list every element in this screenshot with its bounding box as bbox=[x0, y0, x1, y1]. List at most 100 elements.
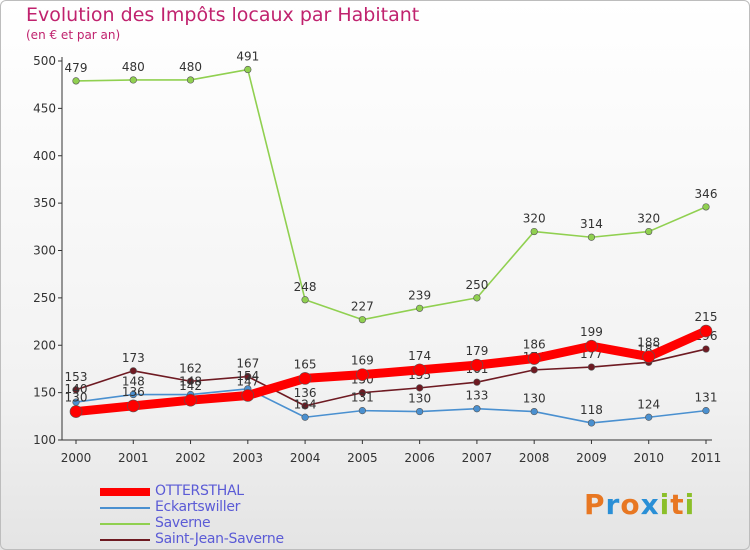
data-point-saverne bbox=[301, 296, 309, 304]
proxiti-logo: Proxiti bbox=[584, 488, 695, 521]
data-label-ottersthal: 199 bbox=[580, 325, 603, 339]
y-tick-label: 100 bbox=[33, 433, 56, 447]
y-tick-label: 250 bbox=[33, 291, 56, 305]
data-label-saverne: 491 bbox=[236, 50, 259, 64]
logo-letter: o bbox=[620, 488, 641, 521]
chart-legend: OTTERSTHAL Eckartswiller Saverne Saint-Jean… bbox=[100, 483, 360, 548]
x-tick-label: 2003 bbox=[233, 451, 264, 465]
y-tick-label: 350 bbox=[33, 196, 56, 210]
y-tick-label: 500 bbox=[33, 54, 56, 68]
legend-label: Saverne bbox=[155, 515, 211, 531]
data-point-eckartswiller bbox=[301, 413, 309, 421]
data-label-saverne: 320 bbox=[637, 212, 660, 226]
series-line-ottersthal bbox=[71, 326, 711, 417]
data-label-eckartswiller: 130 bbox=[408, 392, 431, 406]
series-line-saverne bbox=[75, 68, 707, 321]
x-tick-label: 2007 bbox=[462, 451, 493, 465]
data-point-eckartswiller bbox=[702, 407, 710, 415]
legend-swatch bbox=[100, 507, 150, 509]
data-point-saverne bbox=[129, 76, 137, 84]
data-label-saint-jean-saverne: 167 bbox=[236, 357, 259, 371]
data-point-ottersthal bbox=[642, 350, 656, 363]
chart-title: Evolution des Impôts locaux par Habitant bbox=[26, 4, 420, 26]
x-tick-label: 2000 bbox=[61, 451, 92, 465]
data-label-eckartswiller: 131 bbox=[695, 391, 718, 405]
x-tick-label: 2004 bbox=[290, 451, 321, 465]
data-point-saint-jean-saverne bbox=[186, 377, 195, 385]
data-label-saint-jean-saverne: 136 bbox=[294, 386, 317, 400]
data-point-saverne bbox=[358, 316, 366, 324]
legend-item: Saint-Jean-Saverne bbox=[100, 531, 360, 548]
y-tick-label: 150 bbox=[33, 386, 56, 400]
y-tick-label: 200 bbox=[33, 338, 56, 352]
logo-letter: x bbox=[640, 488, 660, 521]
data-label-saverne: 227 bbox=[351, 300, 374, 314]
data-point-ottersthal bbox=[356, 368, 369, 381]
data-label-eckartswiller: 131 bbox=[351, 391, 374, 405]
data-point-saint-jean-saverne bbox=[473, 378, 481, 386]
data-point-saverne bbox=[645, 227, 653, 236]
data-point-saverne bbox=[530, 227, 538, 236]
data-point-saint-jean-saverne bbox=[530, 366, 538, 374]
data-point-saint-jean-saverne bbox=[72, 386, 80, 394]
data-point-saint-jean-saverne bbox=[129, 367, 137, 375]
x-tick-label: 2008 bbox=[519, 451, 550, 465]
data-label-ottersthal: 165 bbox=[294, 357, 317, 371]
x-tick-label: 2001 bbox=[118, 451, 149, 465]
data-point-ottersthal bbox=[184, 393, 197, 407]
data-point-saint-jean-saverne bbox=[702, 345, 710, 353]
data-point-ottersthal bbox=[298, 372, 312, 385]
data-label-saint-jean-saverne: 153 bbox=[65, 370, 88, 384]
chart-subtitle: (en € et par an) bbox=[26, 28, 121, 42]
data-point-eckartswiller bbox=[587, 419, 596, 427]
data-label-eckartswiller: 130 bbox=[523, 392, 546, 406]
legend-swatch bbox=[100, 488, 150, 496]
data-point-saverne bbox=[186, 76, 195, 84]
data-label-saint-jean-saverne: 162 bbox=[179, 361, 202, 375]
data-label-saverne: 320 bbox=[523, 212, 546, 226]
legend-item: Saverne bbox=[100, 515, 360, 532]
x-tick-label: 2011 bbox=[691, 451, 722, 465]
data-point-eckartswiller bbox=[473, 405, 481, 413]
logo-letter: P bbox=[584, 488, 606, 521]
data-point-ottersthal bbox=[69, 405, 83, 418]
data-point-eckartswiller bbox=[129, 390, 137, 399]
data-label-saverne: 239 bbox=[408, 288, 431, 302]
series-line-saint-jean-saverne bbox=[75, 348, 707, 407]
data-label-ottersthal: 186 bbox=[523, 338, 546, 352]
data-label-eckartswiller: 124 bbox=[294, 397, 317, 411]
series-line-eckartswiller bbox=[75, 388, 707, 424]
legend-item: OTTERSTHAL bbox=[100, 483, 360, 500]
logo-letter: r bbox=[605, 488, 621, 521]
data-label-eckartswiller: 148 bbox=[122, 375, 145, 389]
data-label-saint-jean-saverne: 173 bbox=[122, 351, 145, 365]
legend-label: OTTERSTHAL bbox=[155, 483, 244, 499]
data-point-saint-jean-saverne bbox=[416, 384, 424, 392]
data-label-eckartswiller: 124 bbox=[637, 397, 660, 411]
data-label-saverne: 248 bbox=[294, 280, 317, 294]
data-label-ottersthal: 147 bbox=[236, 374, 259, 388]
x-tick-label: 2002 bbox=[175, 451, 206, 465]
data-label-saverne: 479 bbox=[65, 61, 88, 75]
data-point-saint-jean-saverne bbox=[358, 389, 366, 397]
legend-label: Saint-Jean-Saverne bbox=[155, 531, 284, 547]
logo-letter: i bbox=[684, 488, 696, 521]
data-label-ottersthal: 142 bbox=[179, 379, 202, 393]
data-label-eckartswiller: 140 bbox=[65, 382, 88, 396]
data-point-saint-jean-saverne bbox=[301, 402, 309, 410]
data-point-ottersthal bbox=[470, 358, 484, 372]
data-label-ottersthal: 136 bbox=[122, 385, 145, 399]
data-point-ottersthal bbox=[413, 363, 426, 377]
legend-item: Eckartswiller bbox=[100, 499, 360, 516]
data-label-saverne: 314 bbox=[580, 217, 603, 231]
data-label-ottersthal: 130 bbox=[65, 391, 88, 405]
data-point-ottersthal bbox=[241, 389, 255, 402]
x-tick-label: 2010 bbox=[633, 451, 664, 465]
data-label-saverne: 346 bbox=[695, 187, 718, 201]
data-point-saverne bbox=[473, 294, 481, 302]
data-label-ottersthal: 215 bbox=[695, 310, 718, 324]
data-point-saverne bbox=[702, 203, 710, 211]
line-chart: 100 150 200 250 300 350 400 450 500 2000 2001 2002 2… bbox=[33, 50, 722, 465]
data-point-saint-jean-saverne bbox=[587, 363, 596, 371]
data-point-ottersthal bbox=[527, 352, 541, 365]
